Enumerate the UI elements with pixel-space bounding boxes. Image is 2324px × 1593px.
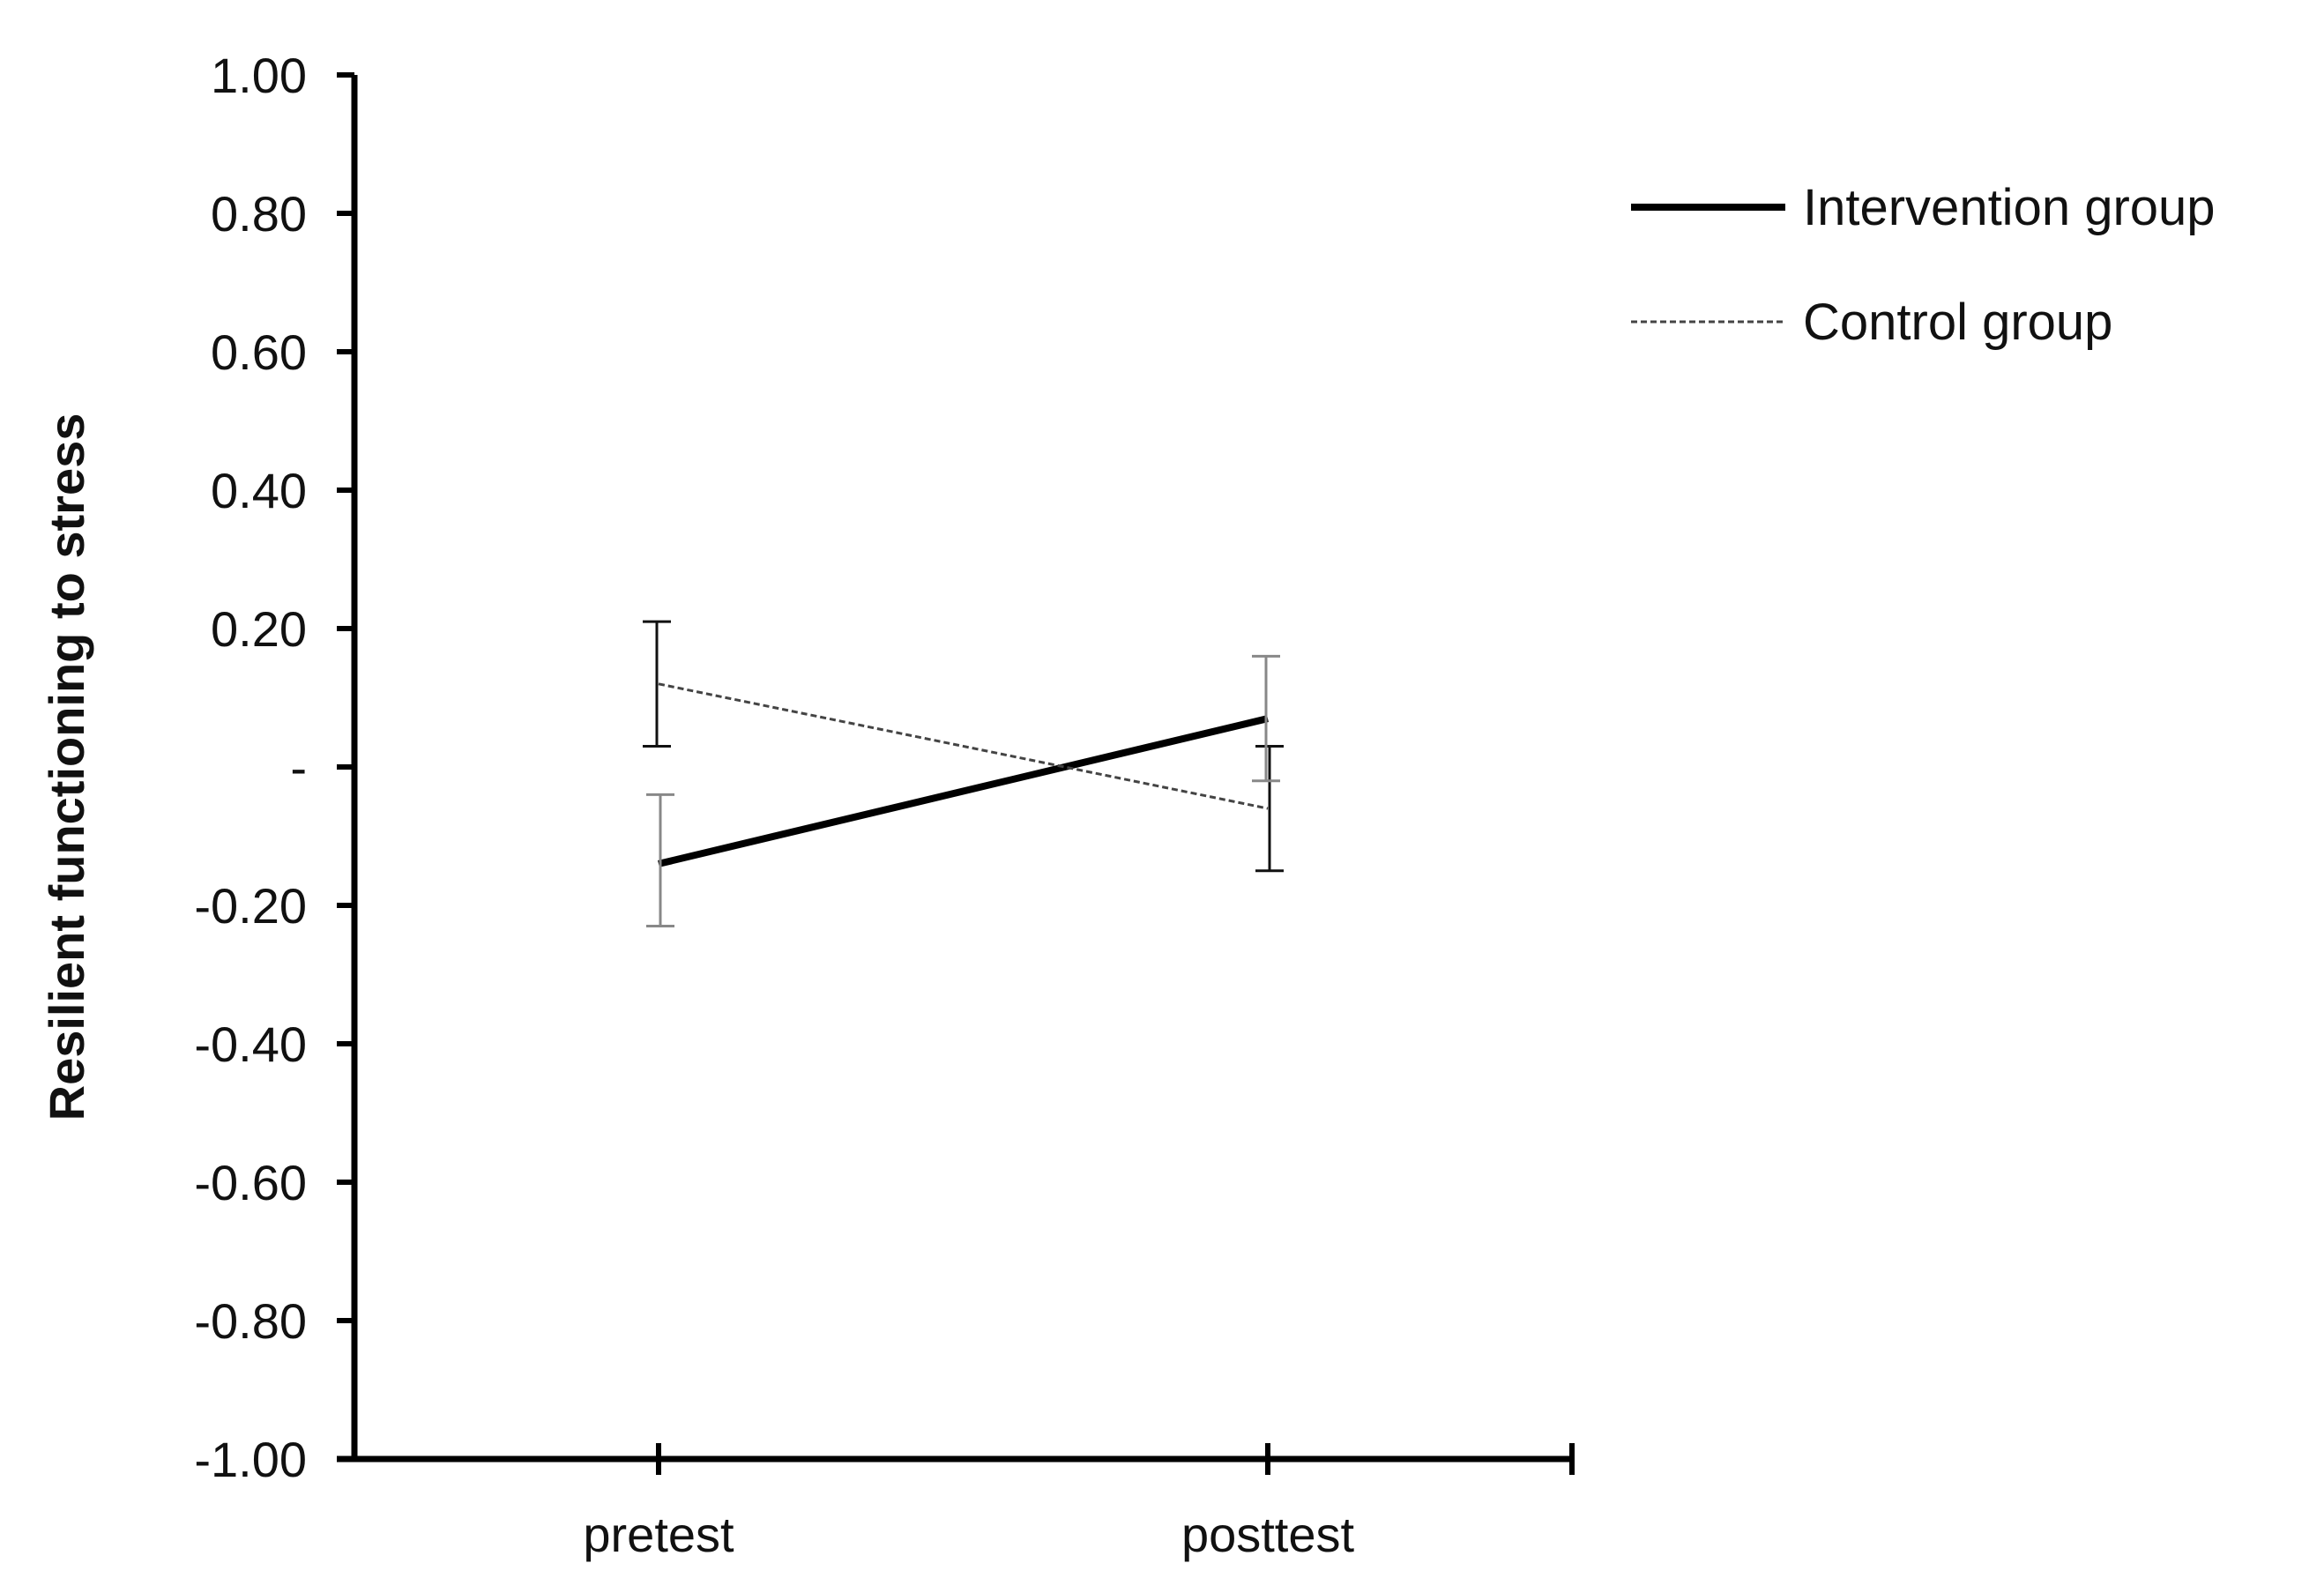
y-tick-label: 0.40 <box>211 463 307 518</box>
x-axis: pretest posttest <box>337 1443 1575 1562</box>
legend-label: Control group <box>1803 294 2112 351</box>
error-bar <box>1255 744 1284 873</box>
legend-label: Intervention group <box>1803 179 2216 236</box>
y-tick-label: -0.40 <box>194 1016 307 1072</box>
x-tick-label: pretest <box>583 1507 734 1562</box>
y-tick-label: -0.80 <box>194 1293 307 1349</box>
y-tick-label: 0.80 <box>211 186 307 242</box>
y-axis-title: Resilient functioning to stress <box>39 413 94 1121</box>
y-tick-label: 0.20 <box>211 601 307 657</box>
y-tick-label: -1.00 <box>194 1432 307 1487</box>
y-axis: 1.00 0.80 0.60 0.40 0.20 - -0.20 -0.40 -0.60 -0.8… <box>194 48 358 1487</box>
error-bar <box>643 620 671 748</box>
x-tick-label: posttest <box>1181 1507 1355 1562</box>
error-bar <box>646 793 674 928</box>
y-tick-label: - <box>290 740 307 795</box>
error-bar <box>1252 654 1280 783</box>
series-line-control <box>658 682 1269 810</box>
plot-area <box>643 620 1284 928</box>
legend: Intervention group Control group <box>1631 179 2216 351</box>
y-tick-label: -0.60 <box>194 1155 307 1210</box>
y-tick-label: -0.20 <box>194 878 307 934</box>
y-tick-label: 0.60 <box>211 324 307 380</box>
y-tick-label: 1.00 <box>211 48 307 103</box>
series-line-intervention <box>658 715 1269 867</box>
